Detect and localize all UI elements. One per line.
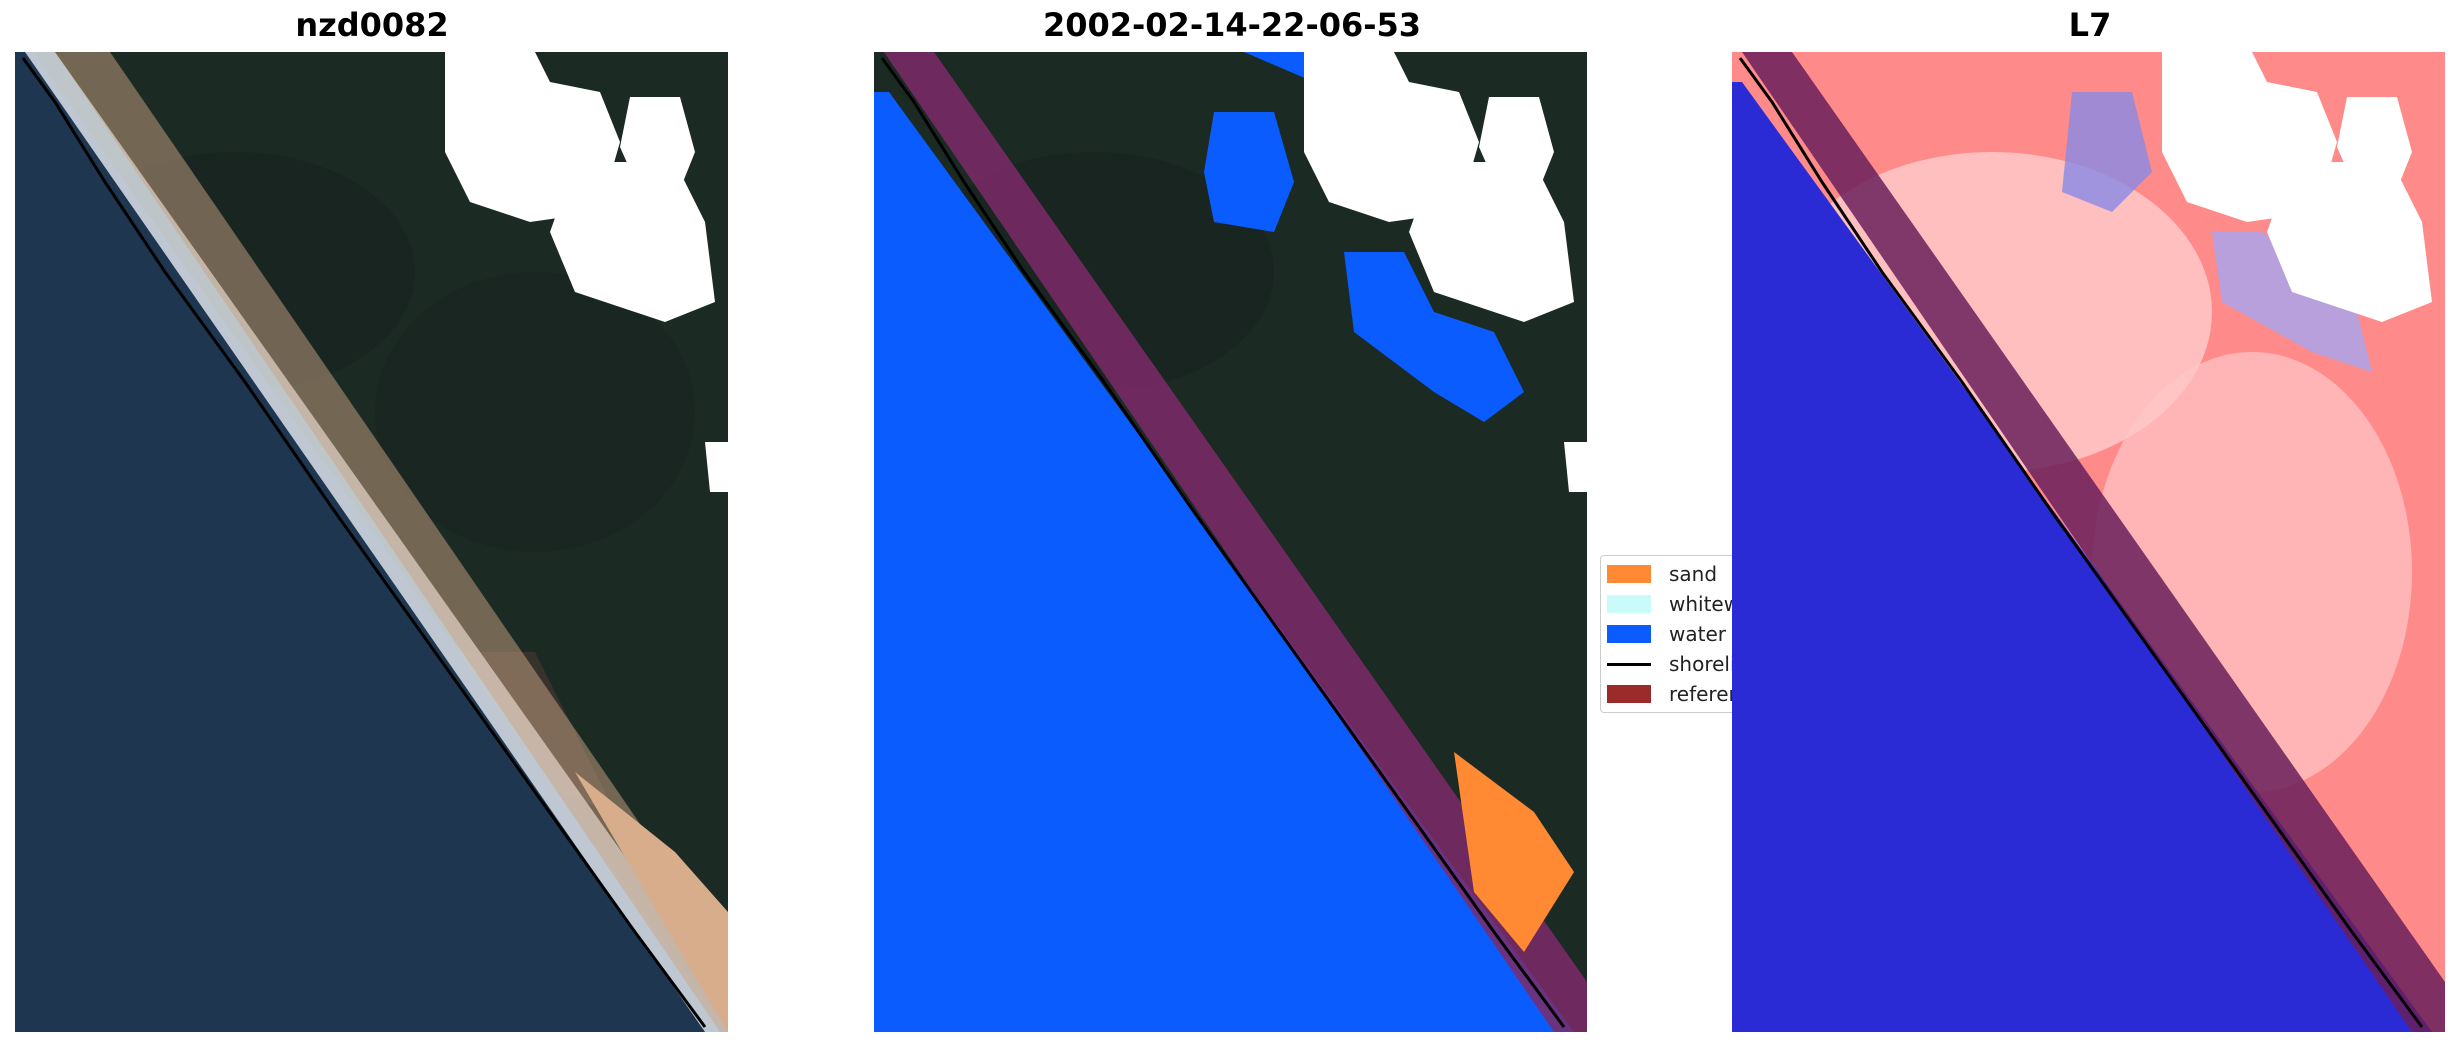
cloud-mask bbox=[2267, 162, 2432, 322]
cloud-mask bbox=[1409, 162, 1574, 322]
shoreline-line bbox=[880, 57, 1566, 1028]
water-class bbox=[1344, 252, 1524, 422]
reference-shoreline-band bbox=[1742, 52, 2445, 1032]
legend-item-water: water bbox=[1607, 622, 1726, 646]
mndwi-image-panel bbox=[1732, 52, 2445, 1032]
mndwi-image bbox=[1732, 52, 2445, 1032]
forest-patch bbox=[375, 272, 695, 552]
beach-sand bbox=[55, 52, 728, 1032]
legend-swatch-whitewater bbox=[1607, 595, 1651, 613]
water-positive-patch bbox=[2212, 232, 2372, 372]
water-positive-patch bbox=[2062, 92, 2152, 212]
legend-item-reference-shoreline: reference shoreline bbox=[1607, 682, 1735, 706]
rgb-image bbox=[15, 52, 728, 1032]
panel-title-classified: 2002-02-14-22-06-53 bbox=[1042, 6, 1422, 44]
dune-sand bbox=[575, 772, 728, 1032]
panel-title-rgb: nzd0082 bbox=[295, 6, 449, 44]
panel-title-mndwi: L7 bbox=[2068, 6, 2112, 44]
reference-shoreline-band bbox=[884, 52, 1587, 1032]
legend-label-shoreline: shoreline bbox=[1669, 652, 1735, 676]
sand-class bbox=[1454, 752, 1574, 952]
cloud-mask bbox=[550, 162, 715, 322]
legend-item-sand: sand bbox=[1607, 562, 1717, 586]
legend-item-shoreline: shoreline bbox=[1607, 652, 1735, 676]
cloud-mask bbox=[1564, 442, 1587, 492]
legend-label-sand: sand bbox=[1669, 562, 1718, 586]
legend-swatch-water bbox=[1607, 625, 1651, 643]
classified-image-panel bbox=[874, 52, 1587, 1032]
whitewater-band bbox=[25, 52, 728, 1032]
classified-image bbox=[874, 52, 1587, 1032]
shoreline-line bbox=[21, 57, 707, 1028]
cloud-mask bbox=[705, 442, 728, 492]
shoreline-line bbox=[1738, 57, 2424, 1028]
legend-line-shoreline bbox=[1607, 662, 1651, 666]
legend-swatch-reference bbox=[1607, 685, 1651, 703]
legend-label-reference: reference shoreline bbox=[1669, 682, 1735, 706]
legend-label-water: water bbox=[1669, 622, 1726, 646]
rgb-image-panel bbox=[15, 52, 728, 1032]
water-class bbox=[1204, 112, 1294, 232]
legend-swatch-sand bbox=[1607, 565, 1651, 583]
